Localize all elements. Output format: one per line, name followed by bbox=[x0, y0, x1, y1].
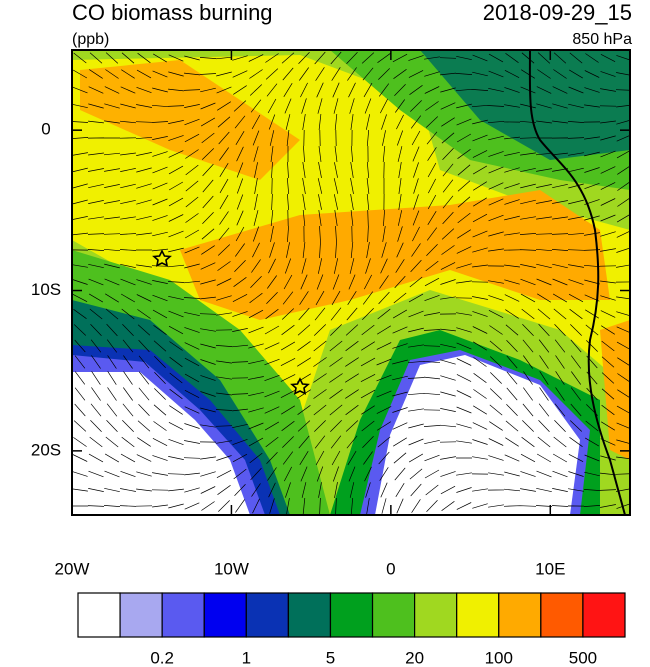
x-tick-label: 10E bbox=[535, 559, 565, 578]
colorbar-box bbox=[77, 592, 121, 638]
colorbar-label: 20 bbox=[405, 648, 424, 667]
x-tick-label: 10W bbox=[214, 559, 249, 578]
star-marker bbox=[290, 377, 310, 395]
x-tick-label: 0 bbox=[386, 559, 395, 578]
colorbar-box bbox=[456, 592, 500, 638]
colorbar-label: 1 bbox=[242, 648, 251, 667]
colorbar: 0.2 1 5 20 100 500 bbox=[77, 592, 626, 667]
field-orange bbox=[180, 190, 610, 320]
field-orange bbox=[80, 60, 300, 180]
field bbox=[72, 50, 630, 515]
colorbar-label: 100 bbox=[485, 648, 513, 667]
colorbar-box bbox=[498, 592, 542, 638]
coastline bbox=[528, 50, 626, 515]
colorbar-box bbox=[245, 592, 289, 638]
y-tick-label: 0 bbox=[41, 120, 50, 139]
level: 850 hPa bbox=[572, 31, 632, 48]
colorbar-box bbox=[287, 592, 332, 638]
colorbar-box bbox=[161, 592, 205, 638]
colorbar-box bbox=[371, 592, 416, 638]
y-tick-label: 10S bbox=[31, 280, 61, 299]
colorbar-label: 0.2 bbox=[150, 648, 174, 667]
colorbar-label: 500 bbox=[569, 648, 597, 667]
x-tick-label: 20W bbox=[55, 559, 90, 578]
colorbar-box bbox=[329, 592, 374, 638]
colorbar-label: 5 bbox=[326, 648, 335, 667]
axes: 20W 10W 0 10E 0 10S 20S bbox=[31, 50, 630, 578]
field-white bbox=[72, 372, 250, 515]
star-marker bbox=[152, 249, 172, 267]
colorbar-box bbox=[540, 592, 584, 638]
wind-barbs bbox=[72, 51, 630, 515]
units: (ppb) bbox=[72, 31, 109, 48]
y-tick-label: 20S bbox=[31, 440, 61, 459]
time: 2018-09-29_15 bbox=[483, 0, 632, 25]
colorbar-box bbox=[119, 592, 163, 638]
colorbar-box bbox=[582, 592, 626, 638]
title: CO biomass burning bbox=[72, 0, 273, 25]
plot-frame bbox=[71, 49, 631, 516]
colorbar-box bbox=[414, 592, 458, 638]
colorbar-box bbox=[203, 592, 247, 638]
